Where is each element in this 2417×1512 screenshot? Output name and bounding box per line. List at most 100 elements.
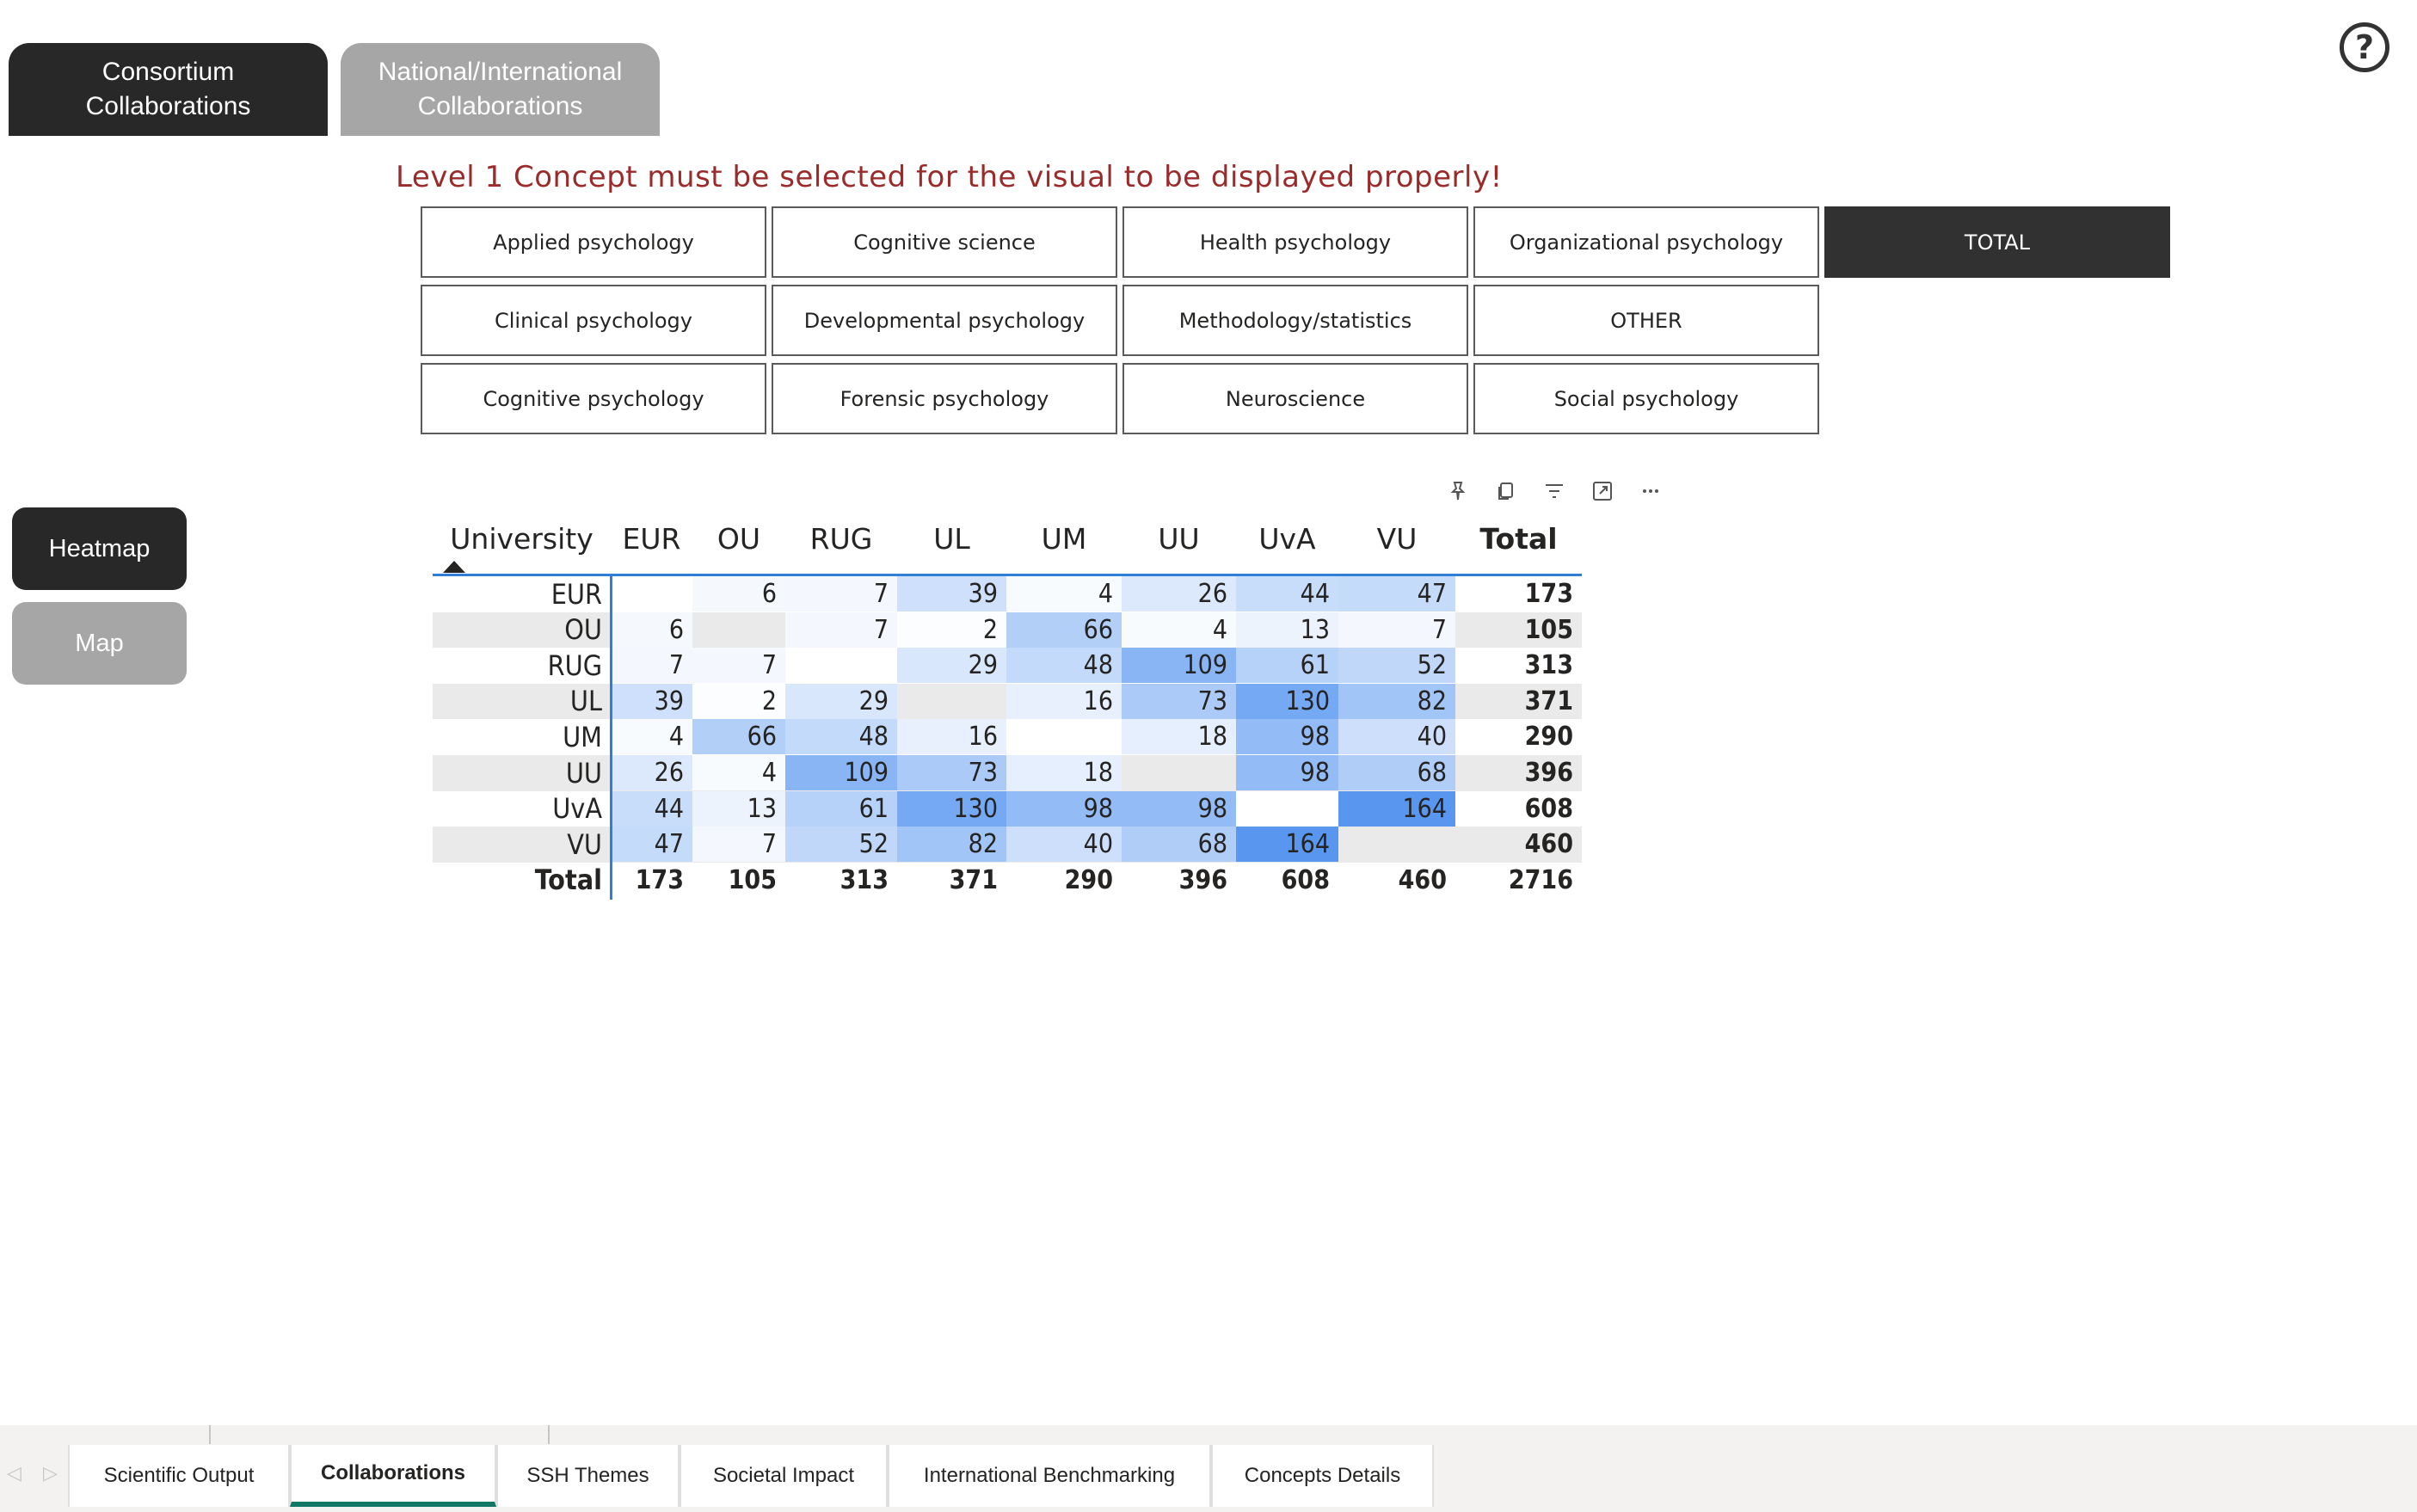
heatmap-cell[interactable]: 16: [897, 719, 1006, 755]
heatmap-cell[interactable]: 130: [897, 790, 1006, 827]
heatmap-cell[interactable]: 13: [692, 790, 785, 827]
heatmap-cell[interactable]: 7: [785, 576, 897, 612]
column-total-cell[interactable]: 460: [1398, 864, 1447, 895]
concept-button-cognitive-psychology[interactable]: Cognitive psychology: [421, 363, 766, 434]
tab-consortium-collaborations[interactable]: Consortium Collaborations: [9, 43, 328, 136]
column-header[interactable]: UvA: [1258, 521, 1316, 556]
row-total-cell[interactable]: 608: [1455, 790, 1582, 827]
heatmap-cell[interactable]: 66: [692, 719, 785, 755]
row-label[interactable]: UvA: [552, 792, 602, 826]
sort-ascending-icon[interactable]: [443, 561, 465, 573]
heatmap-cell[interactable]: 4: [611, 719, 692, 755]
map-button[interactable]: Map: [12, 602, 187, 685]
heatmap-cell[interactable]: 44: [1236, 576, 1338, 612]
heatmap-cell[interactable]: 44: [611, 790, 692, 827]
heatmap-cell[interactable]: [1338, 827, 1455, 862]
row-label[interactable]: OU: [564, 613, 602, 647]
heatmap-cell[interactable]: 29: [785, 683, 897, 719]
column-header[interactable]: RUG: [809, 521, 873, 556]
copy-icon[interactable]: [1493, 478, 1519, 504]
heatmap-cell[interactable]: 7: [1338, 612, 1455, 648]
page-tab-societal-impact[interactable]: Societal Impact: [680, 1445, 888, 1507]
row-total-cell[interactable]: 313: [1455, 648, 1582, 684]
concept-button-clinical-psychology[interactable]: Clinical psychology: [421, 285, 766, 356]
page-tab-collaborations[interactable]: Collaborations: [290, 1445, 496, 1507]
heatmap-cell[interactable]: 47: [611, 827, 692, 863]
heatmap-cell[interactable]: 26: [611, 755, 692, 790]
filter-icon[interactable]: [1541, 478, 1567, 504]
help-icon[interactable]: ?: [2340, 22, 2389, 72]
row-label[interactable]: RUG: [547, 648, 602, 682]
heatmap-cell[interactable]: 39: [611, 683, 692, 719]
heatmap-cell[interactable]: 73: [1122, 683, 1236, 719]
row-label[interactable]: VU: [567, 827, 602, 861]
row-total-cell[interactable]: 460: [1455, 827, 1582, 863]
column-total-cell[interactable]: 105: [728, 864, 777, 895]
heatmap-cell[interactable]: [611, 576, 692, 612]
heatmap-cell[interactable]: 18: [1122, 719, 1236, 755]
heatmap-cell[interactable]: 98: [1006, 790, 1122, 827]
row-label[interactable]: EUR: [550, 577, 602, 611]
concept-button-neuroscience[interactable]: Neuroscience: [1122, 363, 1468, 434]
heatmap-cell[interactable]: 48: [785, 719, 897, 755]
heatmap-cell[interactable]: 82: [1338, 683, 1455, 719]
column-total-cell[interactable]: 313: [839, 864, 889, 895]
heatmap-cell[interactable]: 7: [611, 648, 692, 684]
heatmap-cell[interactable]: 16: [1006, 683, 1122, 719]
heatmap-cell[interactable]: 130: [1236, 683, 1338, 719]
column-header[interactable]: UU: [1158, 521, 1200, 556]
row-label-total[interactable]: Total: [534, 864, 602, 897]
heatmap-cell[interactable]: 13: [1236, 612, 1338, 648]
page-tab-international-benchmarking[interactable]: International Benchmarking: [888, 1445, 1211, 1507]
page-tab-concepts-details[interactable]: Concepts Details: [1211, 1445, 1434, 1507]
row-header-label[interactable]: University: [450, 521, 593, 556]
heatmap-cell[interactable]: 98: [1236, 755, 1338, 790]
heatmap-button[interactable]: Heatmap: [12, 507, 187, 590]
concept-button-total[interactable]: TOTAL: [1824, 206, 2170, 278]
column-header[interactable]: OU: [716, 521, 761, 556]
heatmap-cell[interactable]: 52: [1338, 648, 1455, 684]
column-header[interactable]: UM: [1041, 521, 1087, 556]
heatmap-cell[interactable]: [1236, 791, 1338, 827]
heatmap-cell[interactable]: 6: [692, 576, 785, 612]
heatmap-cell[interactable]: 7: [692, 827, 785, 863]
heatmap-cell[interactable]: 66: [1006, 612, 1122, 648]
heatmap-cell[interactable]: 4: [1122, 612, 1236, 648]
heatmap-cell[interactable]: [897, 684, 1006, 719]
column-header[interactable]: UL: [933, 521, 970, 556]
heatmap-cell[interactable]: 82: [897, 827, 1006, 863]
concept-button-cognitive-science[interactable]: Cognitive science: [772, 206, 1117, 278]
concept-button-forensic-psychology[interactable]: Forensic psychology: [772, 363, 1117, 434]
column-header[interactable]: VU: [1376, 521, 1418, 556]
previous-page-arrow-icon[interactable]: ◁: [7, 1463, 22, 1484]
next-page-arrow-icon[interactable]: ▷: [43, 1463, 58, 1484]
heatmap-cell[interactable]: 164: [1236, 827, 1338, 863]
row-total-cell[interactable]: 371: [1455, 683, 1582, 719]
row-total-cell[interactable]: 396: [1455, 755, 1582, 790]
heatmap-cell[interactable]: 48: [1006, 648, 1122, 684]
heatmap-cell[interactable]: 6: [611, 612, 692, 648]
concept-button-organizational-psychology[interactable]: Organizational psychology: [1473, 206, 1819, 278]
column-total-cell[interactable]: 371: [949, 864, 998, 895]
more-options-icon[interactable]: [1638, 478, 1664, 504]
heatmap-cell[interactable]: 164: [1338, 790, 1455, 827]
heatmap-cell[interactable]: 2: [897, 612, 1006, 648]
concept-button-developmental-psychology[interactable]: Developmental psychology: [772, 285, 1117, 356]
focus-mode-icon[interactable]: [1590, 478, 1615, 504]
heatmap-cell[interactable]: 109: [785, 755, 897, 790]
column-total-cell[interactable]: 608: [1281, 864, 1330, 895]
row-label[interactable]: UL: [569, 685, 602, 718]
concept-button-applied-psychology[interactable]: Applied psychology: [421, 206, 766, 278]
heatmap-cell[interactable]: 98: [1122, 790, 1236, 827]
heatmap-cell[interactable]: 4: [692, 755, 785, 790]
heatmap-cell[interactable]: 26: [1122, 576, 1236, 612]
concept-button-methodology-statistics[interactable]: Methodology/statistics: [1122, 285, 1468, 356]
heatmap-cell[interactable]: 98: [1236, 719, 1338, 755]
heatmap-cell[interactable]: 61: [1236, 648, 1338, 684]
heatmap-cell[interactable]: 7: [692, 648, 785, 684]
concept-button-other[interactable]: OTHER: [1473, 285, 1819, 356]
heatmap-cell[interactable]: 7: [785, 612, 897, 648]
heatmap-cell[interactable]: [1006, 719, 1122, 754]
column-header-total[interactable]: Total: [1479, 521, 1558, 556]
heatmap-cell[interactable]: 109: [1122, 648, 1236, 684]
